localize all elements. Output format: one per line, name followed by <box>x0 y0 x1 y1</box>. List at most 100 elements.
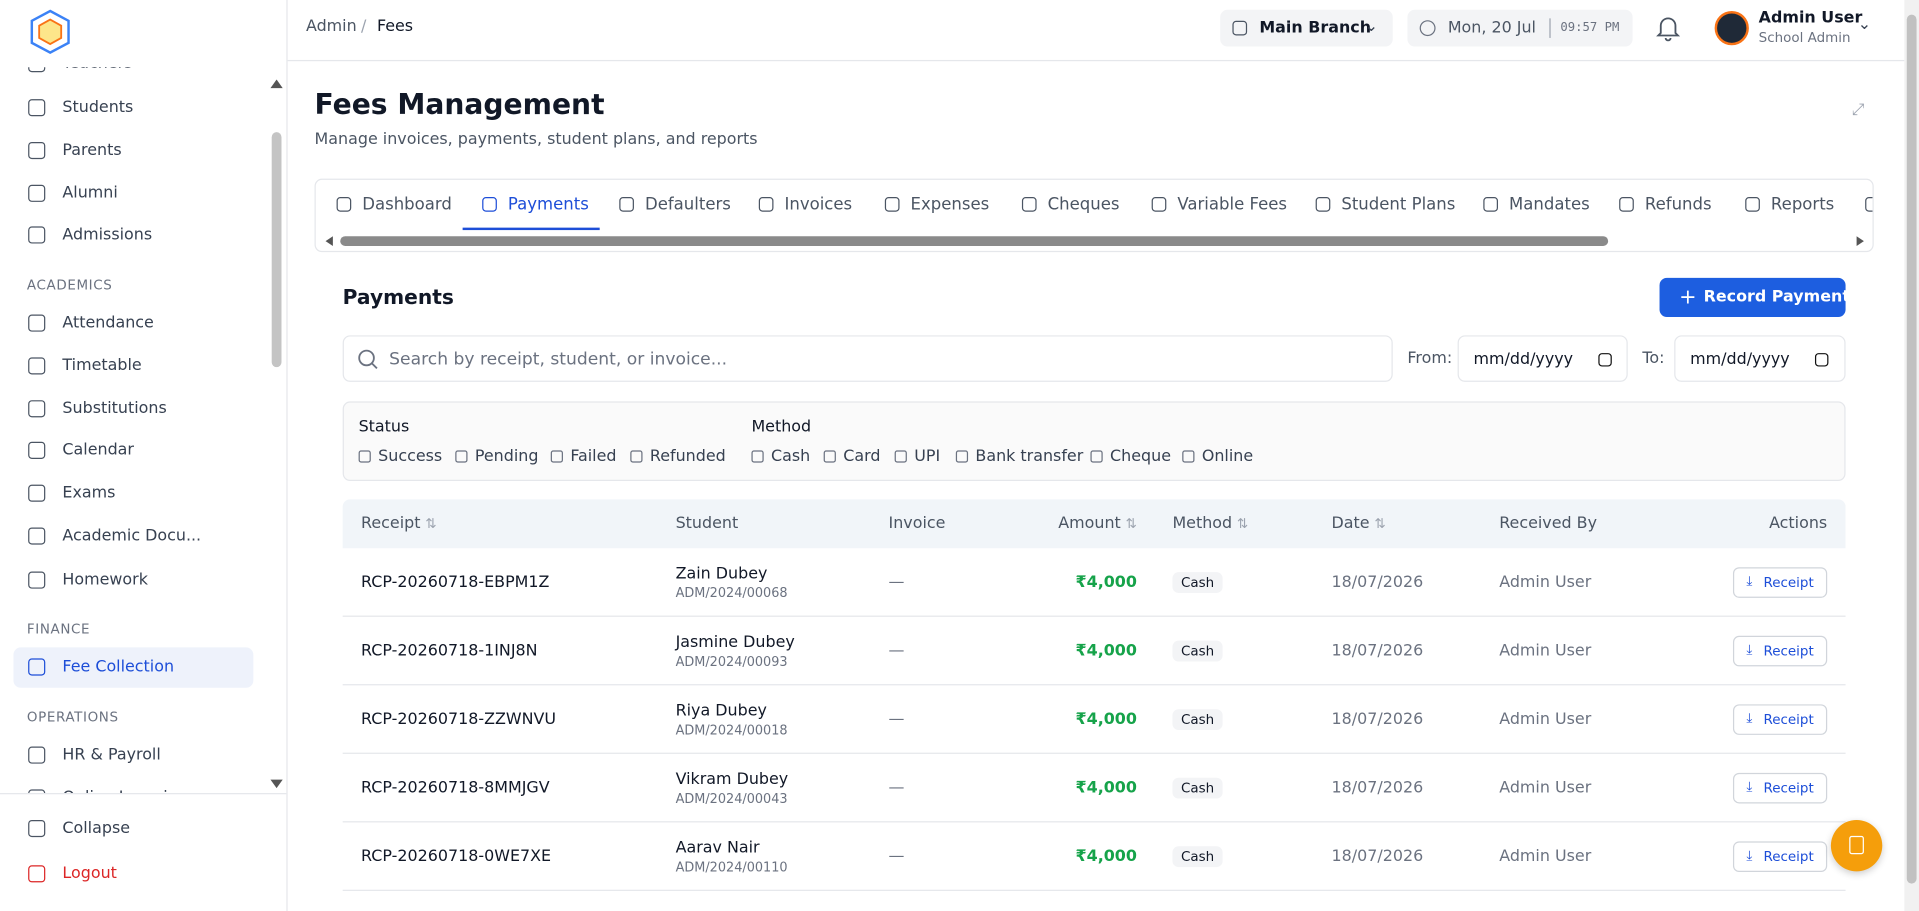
invoice: — <box>888 778 905 798</box>
nav-item[interactable]: Timetable <box>62 356 142 376</box>
checkbox[interactable] <box>1182 450 1195 463</box>
checkbox[interactable] <box>823 450 836 463</box>
received-by: Admin User <box>1499 710 1592 729</box>
notifications[interactable] <box>1656 15 1681 42</box>
checkbox[interactable] <box>455 450 468 463</box>
record-payment[interactable]: + Record Payment <box>1659 277 1850 317</box>
tab[interactable]: Payments <box>507 194 589 215</box>
checkbox[interactable] <box>630 450 643 463</box>
collapse-icon <box>28 819 46 838</box>
filter-option: UPI <box>914 447 941 466</box>
received-by: Admin User <box>1499 778 1592 798</box>
tab[interactable]: Expenses <box>910 194 990 215</box>
column-header[interactable]: Amount ⇅ <box>1058 514 1137 533</box>
tab[interactable]: Student Plans <box>1341 194 1456 215</box>
nav-icon <box>28 184 46 202</box>
checkbox[interactable] <box>358 450 371 463</box>
tab[interactable]: Cheques <box>1047 194 1120 215</box>
invoice: — <box>888 847 905 866</box>
nav-item[interactable]: HR & Payroll <box>62 745 161 765</box>
logout[interactable]: Logout <box>62 864 117 884</box>
search[interactable]: Search by receipt, student, or invoice..… <box>342 335 1393 382</box>
checkbox[interactable] <box>1090 450 1103 463</box>
receipt-button[interactable]: Receipt ⤓ <box>1732 704 1828 735</box>
invoice: — <box>888 710 905 729</box>
tab-icon <box>1021 197 1037 212</box>
nav-item[interactable]: Admissions <box>62 225 153 245</box>
receipt-button[interactable]: Receipt ⤓ <box>1732 841 1828 872</box>
nav-item[interactable]: Fee Collection <box>62 657 175 677</box>
checkbox[interactable] <box>955 450 969 463</box>
date: 18/07/2026 <box>1331 710 1424 729</box>
receipt-button[interactable]: Receipt ⤓ <box>1732 567 1828 598</box>
column-header[interactable]: Date ⇅ <box>1331 514 1386 533</box>
from-date[interactable]: mm/dd/yyyy <box>1457 335 1628 382</box>
scroll-up[interactable] <box>270 73 283 89</box>
tab-icon <box>336 197 352 212</box>
nav-icon <box>28 357 46 375</box>
checkbox[interactable] <box>751 450 764 463</box>
amount: ₹4,000 <box>1075 778 1137 798</box>
nav-item[interactable]: Online Learning <box>62 789 187 793</box>
collapse[interactable]: Collapse <box>62 819 131 838</box>
tab-icon <box>1151 197 1167 212</box>
filter-option: Cash <box>771 447 811 466</box>
nav-item[interactable]: Attendance <box>62 313 154 333</box>
to-date[interactable]: mm/dd/yyyy <box>1674 335 1846 382</box>
student-adm: ADM/2024/00043 <box>675 791 788 807</box>
tab[interactable]: Mandates <box>1509 194 1590 215</box>
receipt-button[interactable]: Receipt ⤓ <box>1732 772 1828 804</box>
expand[interactable]: ⤢ <box>1851 100 1865 120</box>
column-header: Student <box>675 514 739 533</box>
scroll-down[interactable] <box>270 779 283 795</box>
search-placeholder: Search by receipt, student, or invoice..… <box>389 350 728 370</box>
column-header: Received By <box>1499 514 1598 533</box>
filter-option: Pending <box>474 447 539 466</box>
tab[interactable]: Dashboard <box>362 194 452 215</box>
thumb[interactable] <box>1906 14 1917 884</box>
sort-icon: ⇅ <box>1125 515 1137 532</box>
tab[interactable]: Invoices <box>784 194 853 215</box>
column-header[interactable]: Receipt ⇅ <box>361 514 437 533</box>
checkbox[interactable] <box>894 450 907 463</box>
active-indicator <box>462 227 600 231</box>
button-label: Record Payment <box>1703 288 1850 307</box>
user-name: Admin User <box>1758 9 1863 28</box>
nav-item[interactable]: Parents <box>62 141 122 160</box>
nav-item[interactable]: Substitutions <box>62 399 167 418</box>
nav-item[interactable]: Academic Docu... <box>62 526 202 546</box>
chevron[interactable]: ⌄ <box>1857 15 1872 34</box>
nav-section: ACADEMICS <box>26 277 113 294</box>
to-label: To: <box>1642 349 1665 368</box>
nav-item[interactable]: Students <box>62 98 134 117</box>
tab[interactable]: Reports <box>1770 194 1835 215</box>
row <box>342 822 1846 891</box>
logo <box>30 9 70 55</box>
nav-item[interactable]: Alumni <box>62 184 118 203</box>
nav-item[interactable]: Teachers <box>62 67 132 73</box>
column-header[interactable]: Method ⇅ <box>1172 514 1249 533</box>
nav-item[interactable]: Exams <box>62 484 116 503</box>
nav-item[interactable]: Homework <box>62 570 148 590</box>
scroll-right[interactable] <box>1856 236 1869 246</box>
receipt-button[interactable]: Receipt ⤓ <box>1732 635 1828 667</box>
receipt: RCP-20260718-EBPM1Z <box>361 573 550 592</box>
table-header <box>342 499 1846 549</box>
page-title: Fees Management <box>314 89 605 122</box>
avatar[interactable] <box>1714 11 1749 46</box>
tabs-scrollbar[interactable] <box>340 236 1609 246</box>
row <box>342 754 1846 823</box>
tab[interactable]: Defaulters <box>644 194 731 215</box>
fab[interactable] <box>1830 819 1883 872</box>
checkbox[interactable] <box>550 450 563 463</box>
student-name: Riya Dubey <box>675 701 767 721</box>
tab[interactable]: Variable Fees <box>1177 194 1288 215</box>
branch-select[interactable]: Main Branch ⌄ <box>1220 9 1393 47</box>
tab[interactable]: Refunds <box>1644 194 1712 215</box>
scroll-left[interactable] <box>321 236 333 246</box>
nav-section: FINANCE <box>26 621 91 638</box>
nav-item[interactable]: Calendar <box>62 441 134 460</box>
nav-icon <box>28 141 46 160</box>
breadcrumb[interactable]: Admin <box>305 17 357 37</box>
method-badge: Cash <box>1172 640 1223 662</box>
